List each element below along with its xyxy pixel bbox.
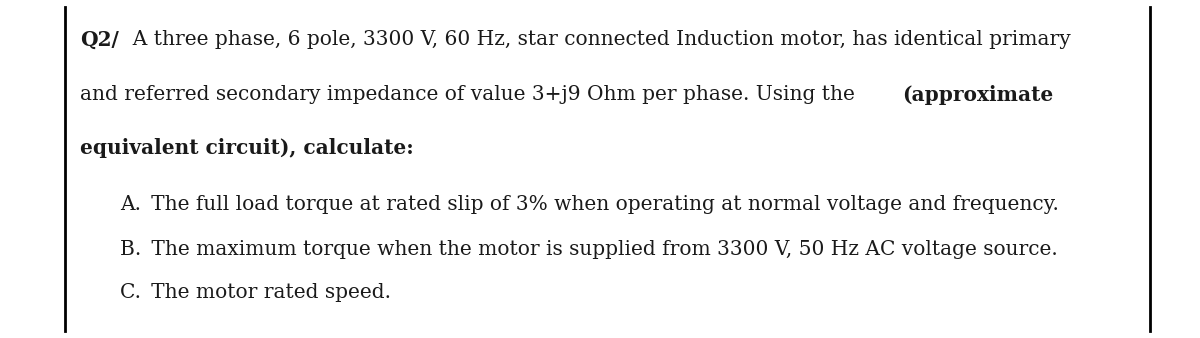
Text: (approximate: (approximate xyxy=(902,85,1054,105)
Text: Q2/: Q2/ xyxy=(80,30,119,50)
Text: A three phase, 6 pole, 3300 V, 60 Hz, star connected Induction motor, has identi: A three phase, 6 pole, 3300 V, 60 Hz, st… xyxy=(120,30,1070,49)
Text: and referred secondary impedance of value 3+j9 Ohm per phase. Using the: and referred secondary impedance of valu… xyxy=(80,85,862,104)
Text: A. The full load torque at rated slip of 3% when operating at normal voltage and: A. The full load torque at rated slip of… xyxy=(120,195,1058,214)
Text: C. The motor rated speed.: C. The motor rated speed. xyxy=(120,283,391,302)
Text: equivalent circuit), calculate:: equivalent circuit), calculate: xyxy=(80,138,414,158)
Text: B. The maximum torque when the motor is supplied from 3300 V, 50 Hz AC voltage s: B. The maximum torque when the motor is … xyxy=(120,240,1057,259)
